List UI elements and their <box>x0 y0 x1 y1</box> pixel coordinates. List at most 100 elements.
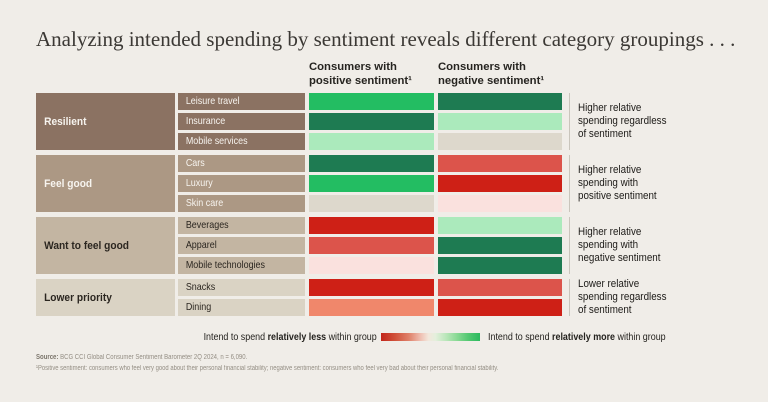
positive-sentiment-cell <box>309 217 434 234</box>
group-band: Resilient Leisure travel Insurance Mobile s… <box>36 93 562 150</box>
category-label: Insurance <box>185 116 226 127</box>
category-label: Skin care <box>185 198 224 209</box>
positive-sentiment-cell <box>309 299 434 316</box>
negative-sentiment-cell <box>438 217 562 234</box>
annotation-text: Higher relative spending with positive s… <box>578 164 657 202</box>
category-cell: Mobile services <box>178 133 305 150</box>
table-row: Dining <box>178 299 562 316</box>
negative-sentiment-cell <box>438 195 562 212</box>
group-rows: Beverages Apparel Mobile technologies <box>178 217 562 274</box>
group-band: Feel good Cars Luxury Skin care <box>36 155 562 212</box>
positive-sentiment-cell <box>309 93 434 110</box>
category-label: Mobile services <box>185 136 248 147</box>
group-rows: Snacks Dining <box>178 279 562 316</box>
group-rows: Cars Luxury Skin care <box>178 155 562 212</box>
annotation-text: Higher relative spending with negative s… <box>578 226 661 264</box>
category-cell: Leisure travel <box>178 93 305 110</box>
category-label: Snacks <box>185 282 216 293</box>
legend-less-bold: relatively less <box>267 331 327 343</box>
group-band: Want to feel good Beverages Apparel Mobile … <box>36 217 562 274</box>
category-cell: Apparel <box>178 237 305 254</box>
annotation-divider-line <box>569 93 570 150</box>
category-label: Cars <box>185 158 205 169</box>
category-label: Apparel <box>185 240 217 251</box>
table-row: Leisure travel <box>178 93 562 110</box>
negative-sentiment-cell <box>438 133 562 150</box>
positive-sentiment-cell <box>309 237 434 254</box>
source-line: Source: BCG CCI Global Consumer Sentimen… <box>36 354 247 361</box>
group-cell: Feel good <box>36 155 175 212</box>
annotation-divider-line <box>569 155 570 212</box>
table-row: Luxury <box>178 175 562 192</box>
negative-sentiment-cell <box>438 155 562 172</box>
legend-more-suffix: within group <box>615 331 666 343</box>
positive-sentiment-cell <box>309 257 434 274</box>
category-label: Mobile technologies <box>185 260 266 271</box>
category-cell: Dining <box>178 299 305 316</box>
group-rows: Leisure travel Insurance Mobile services <box>178 93 562 150</box>
category-cell: Beverages <box>178 217 305 234</box>
negative-sentiment-cell <box>438 257 562 274</box>
category-cell: Cars <box>178 155 305 172</box>
table-row: Cars <box>178 155 562 172</box>
positive-sentiment-cell <box>309 155 434 172</box>
negative-sentiment-cell <box>438 279 562 296</box>
group-cell: Resilient <box>36 93 175 150</box>
annotation-text: Lower relative spending regardless of se… <box>578 278 667 316</box>
table-row: Skin care <box>178 195 562 212</box>
legend-gradient-bar <box>381 333 480 341</box>
annotation-block: Lower relative spending regardless of se… <box>578 278 680 316</box>
category-label: Beverages <box>185 220 229 231</box>
positive-sentiment-cell <box>309 133 434 150</box>
group-label: Feel good <box>44 177 93 190</box>
group-label: Lower priority <box>44 291 112 304</box>
annotation-text: Higher relative spending regardless of s… <box>578 102 667 140</box>
annotation-divider-line <box>569 279 570 316</box>
legend-more-bold: relatively more <box>552 331 616 343</box>
table-row: Beverages <box>178 217 562 234</box>
legend-more-prefix: Intend to spend <box>488 331 553 343</box>
category-label: Leisure travel <box>185 96 240 107</box>
annotation-block: Higher relative spending regardless of s… <box>578 93 680 150</box>
legend-less-prefix: Intend to spend <box>203 331 268 343</box>
legend-label-less: Intend to spend relatively less within g… <box>204 331 377 343</box>
legend-less-suffix: within group <box>326 331 377 343</box>
negative-sentiment-cell <box>438 299 562 316</box>
positive-sentiment-cell <box>309 113 434 130</box>
annotation-block: Higher relative spending with positive s… <box>578 155 668 212</box>
group-label: Want to feel good <box>44 239 130 252</box>
category-cell: Luxury <box>178 175 305 192</box>
category-cell: Mobile technologies <box>178 257 305 274</box>
table-row: Mobile services <box>178 133 562 150</box>
source-label: Source: <box>36 354 59 361</box>
table-row: Mobile technologies <box>178 257 562 274</box>
annotation-block: Higher relative spending with negative s… <box>578 217 673 274</box>
column-header-positive-sentiment: Consumers with positive sentiment¹ <box>309 61 412 87</box>
table-row: Apparel <box>178 237 562 254</box>
page-title: Analyzing intended spending by sentiment… <box>36 27 736 51</box>
table-row: Snacks <box>178 279 562 296</box>
category-cell: Skin care <box>178 195 305 212</box>
category-label: Luxury <box>185 178 213 189</box>
negative-sentiment-cell <box>438 237 562 254</box>
negative-sentiment-cell <box>438 93 562 110</box>
sentiment-heatmap-table: Resilient Leisure travel Insurance Mobile s… <box>36 93 562 321</box>
column-header-negative-sentiment: Consumers with negative sentiment¹ <box>438 61 545 87</box>
group-cell: Lower priority <box>36 279 175 316</box>
category-label: Dining <box>185 302 212 313</box>
legend-label-more: Intend to spend relatively more within g… <box>488 331 666 343</box>
positive-sentiment-cell <box>309 175 434 192</box>
category-cell: Snacks <box>178 279 305 296</box>
group-cell: Want to feel good <box>36 217 175 274</box>
footnote-line: ¹Positive sentiment: consumers who feel … <box>36 365 499 372</box>
source-text: BCG CCI Global Consumer Sentiment Barome… <box>58 354 248 361</box>
group-label: Resilient <box>44 115 87 128</box>
positive-sentiment-cell <box>309 279 434 296</box>
negative-sentiment-cell <box>438 175 562 192</box>
category-cell: Insurance <box>178 113 305 130</box>
annotation-divider-line <box>569 217 570 274</box>
table-row: Insurance <box>178 113 562 130</box>
negative-sentiment-cell <box>438 113 562 130</box>
group-band: Lower priority Snacks Dining <box>36 279 562 316</box>
